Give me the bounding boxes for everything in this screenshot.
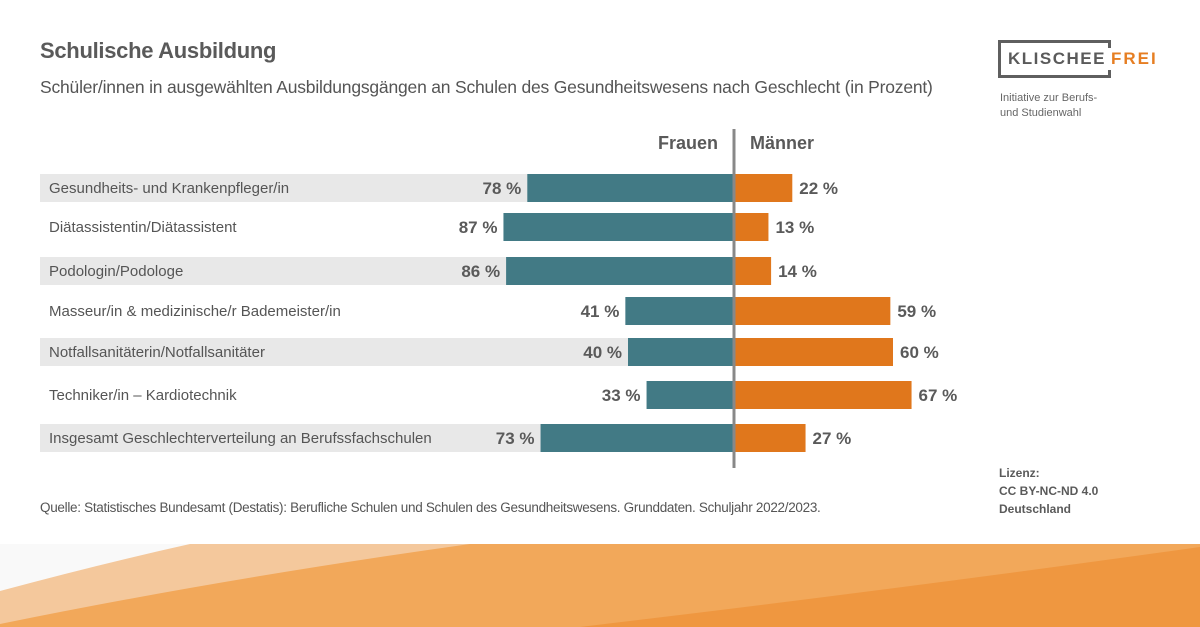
value-label-maenner: 13 %: [775, 218, 814, 237]
category-label: Podologin/Podologe: [49, 263, 183, 280]
footer-wave-dark: [580, 547, 1200, 627]
legend-maenner: Männer: [750, 133, 814, 153]
bar-maenner: [734, 424, 806, 452]
license-label: Lizenz:: [999, 466, 1040, 480]
value-label-maenner: 67 %: [919, 386, 958, 405]
bar-maenner: [734, 257, 772, 285]
bar-frauen: [625, 297, 734, 325]
bar-frauen: [628, 338, 734, 366]
legend-frauen: Frauen: [658, 133, 718, 153]
source-note: Quelle: Statistisches Bundesamt (Destati…: [40, 500, 821, 515]
bar-frauen: [646, 381, 734, 409]
value-label-maenner: 14 %: [778, 262, 817, 281]
logo-tagline-line2: und Studienwahl: [1000, 107, 1082, 119]
chart-subtitle: Schüler/innen in ausgewählten Ausbildung…: [40, 77, 933, 97]
value-label-frauen: 41 %: [581, 302, 620, 321]
category-label: Gesundheits- und Krankenpfleger/in: [49, 180, 289, 197]
value-label-frauen: 73 %: [496, 429, 535, 448]
bar-maenner: [734, 213, 769, 241]
bar-maenner: [734, 338, 893, 366]
value-label-frauen: 86 %: [461, 262, 500, 281]
value-label-maenner: 27 %: [813, 429, 852, 448]
value-label-frauen: 78 %: [483, 179, 522, 198]
bar-frauen: [540, 424, 734, 452]
row-band: [40, 338, 734, 366]
logo-frame: [998, 40, 1111, 78]
bar-frauen: [527, 174, 734, 202]
bar-frauen: [506, 257, 734, 285]
bar-frauen: [503, 213, 734, 241]
license-name: CC BY-NC-ND 4.0: [999, 484, 1099, 498]
bar-maenner: [734, 174, 793, 202]
bar-maenner: [734, 297, 891, 325]
value-label-maenner: 59 %: [897, 302, 936, 321]
logo-tagline: Initiative zur Berufs- und Studienwahl: [1000, 91, 1150, 121]
category-label: Masseur/in & medizinische/r Bademeister/…: [49, 303, 341, 320]
klischeefrei-logo: KLISCHEE FREI: [998, 40, 1156, 82]
value-label-maenner: 22 %: [799, 179, 838, 198]
bar-maenner: [734, 381, 912, 409]
category-label: Notfallsanitäterin/Notfallsanitäter: [49, 344, 265, 361]
category-label: Techniker/in – Kardiotechnik: [49, 387, 237, 404]
value-label-frauen: 87 %: [459, 218, 498, 237]
license-info: Lizenz: CC BY-NC-ND 4.0 Deutschland: [999, 464, 1098, 518]
category-label: Insgesamt Geschlechterverteilung an Beru…: [49, 430, 432, 447]
value-label-frauen: 40 %: [583, 343, 622, 362]
logo-word-frei: FREI: [1111, 49, 1158, 68]
logo-tagline-line1: Initiative zur Berufs-: [1000, 92, 1098, 104]
footer-wave-decoration: [0, 544, 1200, 627]
value-label-maenner: 60 %: [900, 343, 939, 362]
license-region: Deutschland: [999, 502, 1072, 516]
diverging-bar-chart: Frauen Männer Gesundheits- und Krankenpfle…: [40, 129, 958, 468]
chart-title: Schulische Ausbildung: [40, 38, 277, 63]
value-label-frauen: 33 %: [602, 386, 641, 405]
logo-word-klischee: KLISCHEE: [1008, 49, 1106, 68]
category-label: Diätassistentin/Diätassistent: [49, 219, 237, 236]
